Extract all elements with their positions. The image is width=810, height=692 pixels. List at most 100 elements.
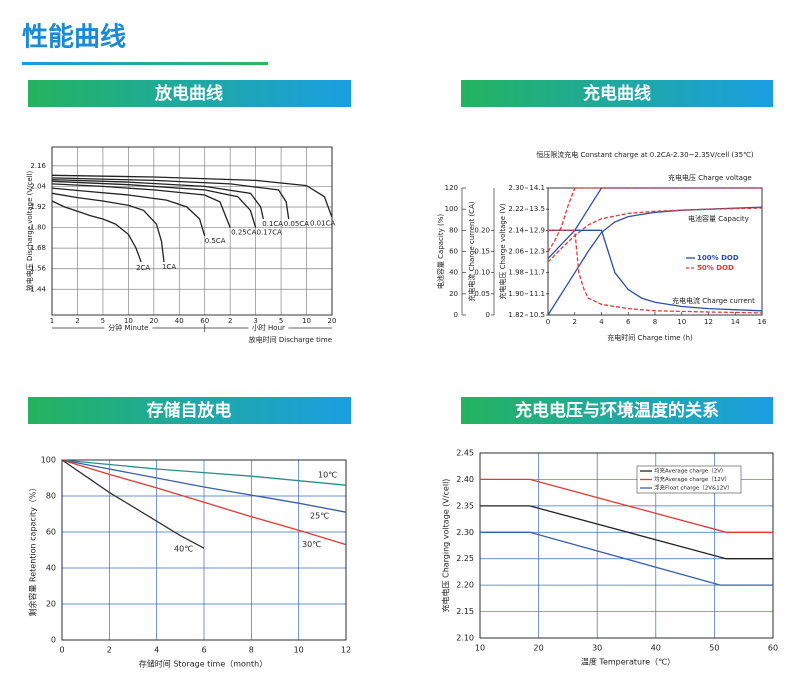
legend-label: 均充Average charge（2V） (654, 467, 727, 475)
plot-frame (61, 459, 347, 641)
data-line (480, 531, 773, 586)
y-tick-label: 2.06 (508, 248, 524, 256)
y-tick-label: 11.7 (529, 269, 545, 277)
page-title: 性能曲线 (22, 22, 126, 53)
x-tick-label: 20 (149, 317, 158, 325)
chart-subtitle: 恒压限流充电 Constant charge at 0.2CA-2.30~2.3… (536, 150, 754, 159)
x-axis-title: 充电时间 Charge time (h) (607, 333, 693, 342)
x-tick-label: 5 (279, 317, 283, 325)
x-tick-label: 50 (709, 644, 719, 653)
y-tick-label: 1.68 (30, 244, 46, 252)
span-label: 小时 Hour (252, 323, 285, 332)
data-line (51, 200, 142, 263)
legend-box (636, 465, 742, 494)
y-tick-label: 14.1 (529, 184, 545, 192)
y-tick-label: 1.82 (508, 311, 524, 319)
x-tick-label: 6 (201, 646, 206, 655)
annotation: 充电电压 Charge voltage (668, 173, 752, 182)
y-axis-title: 充电电压 Charging voltage (V/cell) (441, 479, 451, 613)
y-axis-title: 放电电压 Discharge voltage (V/cell) (25, 170, 34, 291)
panel-header (28, 397, 351, 424)
series-label: 0.17CA (257, 229, 282, 237)
span-label-bg (248, 323, 289, 333)
x-tick-label: 20 (534, 644, 544, 653)
x-tick-label: 8 (653, 318, 657, 326)
series-label: 2CA (136, 264, 150, 272)
y-tick-label: 2.20 (456, 581, 474, 590)
y-axis-title: 电池容量 Capacity (%) (436, 214, 445, 289)
y-tick-label: 2.15 (456, 607, 474, 616)
x-tick-label: 40 (175, 317, 184, 325)
data-line (547, 207, 763, 263)
data-line (547, 187, 762, 252)
y-tick-label: 0.05 (474, 290, 490, 298)
x-tick-label: 10 (124, 317, 133, 325)
series-label: 0.5CA (205, 237, 226, 245)
y-tick-label: 12.9 (529, 226, 545, 234)
x-tick-label: 12 (341, 646, 351, 655)
y-tick-label: 11.1 (529, 290, 545, 298)
y-tick-label: 100 (445, 205, 458, 213)
series-label: 10℃ (318, 471, 337, 480)
legend-label: 100% DOD (697, 254, 739, 262)
data-line (51, 192, 165, 262)
x-tick-label: 40 (651, 644, 661, 653)
y-tick-label: 0.10 (474, 269, 490, 277)
y-tick-label: 1.92 (30, 203, 46, 211)
x-tick-label: 2 (228, 317, 232, 325)
y-tick-label: 1.44 (30, 285, 46, 293)
legend-label: 均充Average charge（12V） (654, 475, 730, 483)
panel-header (28, 80, 351, 107)
y-tick-label: 10.5 (529, 311, 545, 319)
x-tick-label: 4 (154, 646, 159, 655)
x-tick-label: 2 (75, 317, 79, 325)
plot-frame (51, 146, 333, 316)
series-label: 40℃ (174, 545, 193, 554)
x-tick-label: 30 (592, 644, 602, 653)
x-axis-title: 存储时间 Storage time（month） (139, 659, 267, 669)
annotation: 充电电流 Charge current (672, 296, 755, 305)
data-line (548, 229, 763, 312)
x-tick-label: 8 (249, 646, 254, 655)
panel-title: 放电曲线 (154, 83, 223, 104)
y-tick-label: 40 (449, 269, 458, 277)
y-tick-label: 2.16 (30, 162, 46, 170)
x-tick-label: 0 (546, 318, 550, 326)
title-underline (22, 62, 268, 65)
y-tick-label: 0 (486, 311, 490, 319)
data-line (480, 478, 773, 533)
y-tick-label: 80 (449, 226, 458, 234)
x-tick-label: 2 (107, 646, 112, 655)
data-line (61, 459, 347, 486)
x-tick-label: 3 (253, 317, 257, 325)
y-tick-label: 2.10 (456, 634, 474, 643)
series-label: 25℃ (310, 512, 329, 521)
x-tick-label: 2 (573, 318, 577, 326)
y-tick-label: 80 (46, 492, 56, 501)
panel-title: 充电电压与环境温度的关系 (515, 400, 719, 421)
data-line (480, 505, 773, 560)
x-tick-label: 10 (475, 644, 485, 653)
y-axis-title: 充电电压 Charge voltage (V) (498, 203, 507, 299)
x-tick-label: 20 (328, 317, 337, 325)
annotation: 电池容量 Capacity (688, 214, 749, 223)
y-tick-label: 1.80 (30, 224, 46, 232)
y-tick-label: 100 (41, 456, 56, 465)
x-tick-label: 10 (302, 317, 311, 325)
y-tick-label: 20 (449, 290, 458, 298)
data-line (548, 229, 763, 314)
x-axis-title: 温度 Temperature（℃） (581, 657, 675, 667)
y-axis-title: 剩余容量 Retention capacity（%） (28, 483, 38, 616)
y-tick-label: 0.20 (474, 226, 490, 234)
x-tick-label: 6 (626, 318, 631, 326)
x-tick-label: 1 (50, 317, 54, 325)
y-tick-label: 12.3 (529, 248, 545, 256)
legend-label: 50% DOD (697, 264, 734, 272)
y-tick-label: 2.40 (456, 475, 474, 484)
y-tick-label: 1.56 (30, 265, 46, 273)
data-line (547, 187, 762, 260)
series-label: 0.1CA (262, 220, 283, 228)
x-tick-label: 16 (758, 318, 767, 326)
data-line (51, 174, 333, 218)
